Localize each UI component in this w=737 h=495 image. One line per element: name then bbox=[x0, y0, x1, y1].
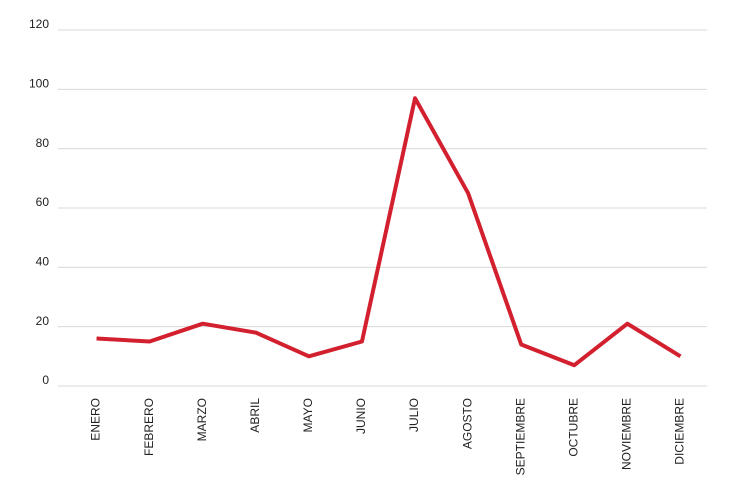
y-tick-label: 0 bbox=[42, 373, 49, 387]
x-tick-label: AGOSTO bbox=[460, 398, 474, 449]
x-tick-label: MAYO bbox=[301, 398, 315, 432]
y-tick-label: 120 bbox=[29, 17, 49, 31]
x-tick-label: DICIEMBRE bbox=[673, 398, 687, 465]
x-tick-label: JULIO bbox=[407, 398, 421, 432]
y-tick-label: 40 bbox=[36, 255, 50, 269]
data-line bbox=[96, 96, 682, 368]
x-tick-label: ENERO bbox=[89, 398, 103, 441]
x-tick-label: FEBRERO bbox=[142, 398, 156, 456]
y-tick-label: 60 bbox=[36, 195, 50, 209]
x-tick-label: ABRIL bbox=[248, 398, 262, 433]
y-tick-label: 20 bbox=[36, 314, 50, 328]
y-tick-label: 100 bbox=[29, 77, 49, 91]
x-tick-label: NOVIEMBRE bbox=[620, 398, 634, 470]
x-tick-label: MARZO bbox=[195, 398, 209, 441]
x-tick-label: JUNIO bbox=[354, 398, 368, 434]
x-tick-label: SEPTIEMBRE bbox=[513, 398, 527, 475]
x-tick-label: OCTUBRE bbox=[566, 398, 580, 457]
y-tick-label: 80 bbox=[36, 136, 50, 150]
